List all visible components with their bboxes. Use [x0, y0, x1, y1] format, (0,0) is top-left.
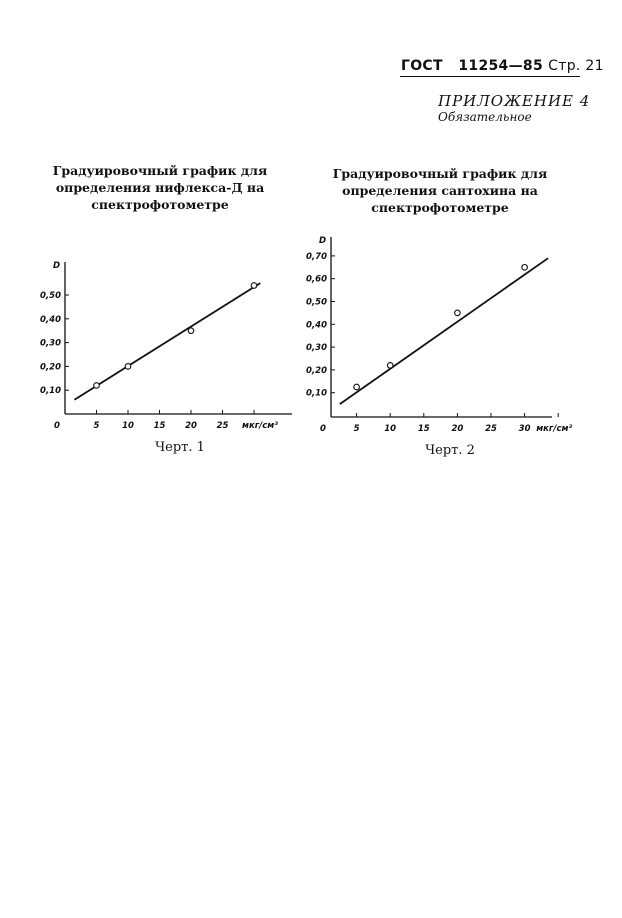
page-header: ГОСТ 11254—85 Стр. 21	[401, 58, 604, 74]
appendix-note: Обязательное	[438, 110, 532, 124]
header-rule	[400, 76, 580, 77]
chart2-x-axis-label: мкг/см³	[536, 424, 572, 434]
page-number: Стр. 21	[548, 58, 604, 74]
chart1-data-point	[250, 282, 258, 289]
chart1-x-tick-label: 10	[122, 421, 134, 431]
chart2-y-tick-label: 0,60	[306, 275, 327, 285]
chart2-x-tick-label: 10	[384, 424, 396, 434]
chart1-y-axis-label: D	[53, 261, 60, 271]
chart1-calibration-line	[73, 282, 261, 401]
chart2-x-tick-label: 5	[354, 424, 360, 434]
chart1-data-point	[93, 382, 100, 389]
chart1-x-tick-label: 15	[154, 421, 166, 431]
chart2-y-tick-label: 0,10	[306, 389, 327, 399]
chart1-title: Градуировочный график для определения ни…	[52, 163, 268, 212]
chart1-y-tick-label: 0,40	[40, 315, 61, 325]
chart2-data-point	[353, 383, 360, 391]
chart2-y-tick-label: 0,30	[306, 343, 327, 353]
chart2-data-point	[454, 309, 461, 317]
chart1-x-tick-label: 0	[54, 421, 60, 431]
chart2-x-tick-label: 0	[320, 424, 326, 434]
chart2-calibration-line	[339, 257, 549, 405]
chart1-x-tick-label: 20	[185, 421, 197, 431]
chart1-x-tick-label: 5	[94, 421, 100, 431]
chart2-title: Градуировочный график для определения са…	[332, 166, 548, 215]
chart2-y-tick-label: 0,50	[306, 298, 327, 308]
chart2-x-tick-label: 30	[519, 424, 531, 434]
chart2-x-tick-label: 20	[451, 424, 463, 434]
chart1-data-point	[124, 363, 132, 370]
chart2-y-tick-label: 0,70	[306, 252, 327, 262]
chart2-caption: Черт. 2	[425, 443, 475, 458]
chart2-y-tick-label: 0,20	[306, 366, 327, 376]
chart1-x-axis-label: мкг/см³	[242, 421, 278, 431]
chart2-data-point	[386, 361, 394, 369]
chart1-x-tick-label: 25	[217, 421, 229, 431]
chart1-y-tick-label: 0,30	[40, 339, 61, 349]
chart1-data-point	[187, 327, 195, 335]
standard-label: ГОСТ	[401, 58, 443, 74]
chart2-y-tick-label: 0,40	[306, 320, 327, 330]
standard-number: 11254—85	[458, 58, 543, 74]
chart1-y-tick-label: 0,50	[40, 291, 61, 301]
chart2-x-tick-label: 15	[418, 424, 430, 434]
chart2-x-tick-label: 25	[485, 424, 497, 434]
chart1-y-tick-label: 0,20	[40, 362, 61, 372]
appendix-title: ПРИЛОЖЕНИЕ 4	[438, 92, 591, 110]
chart2-y-axis-label: D	[319, 236, 326, 246]
chart2-data-point	[521, 263, 528, 271]
chart1-caption: Черт. 1	[155, 440, 205, 455]
chart1-y-tick-label: 0,10	[40, 386, 61, 396]
